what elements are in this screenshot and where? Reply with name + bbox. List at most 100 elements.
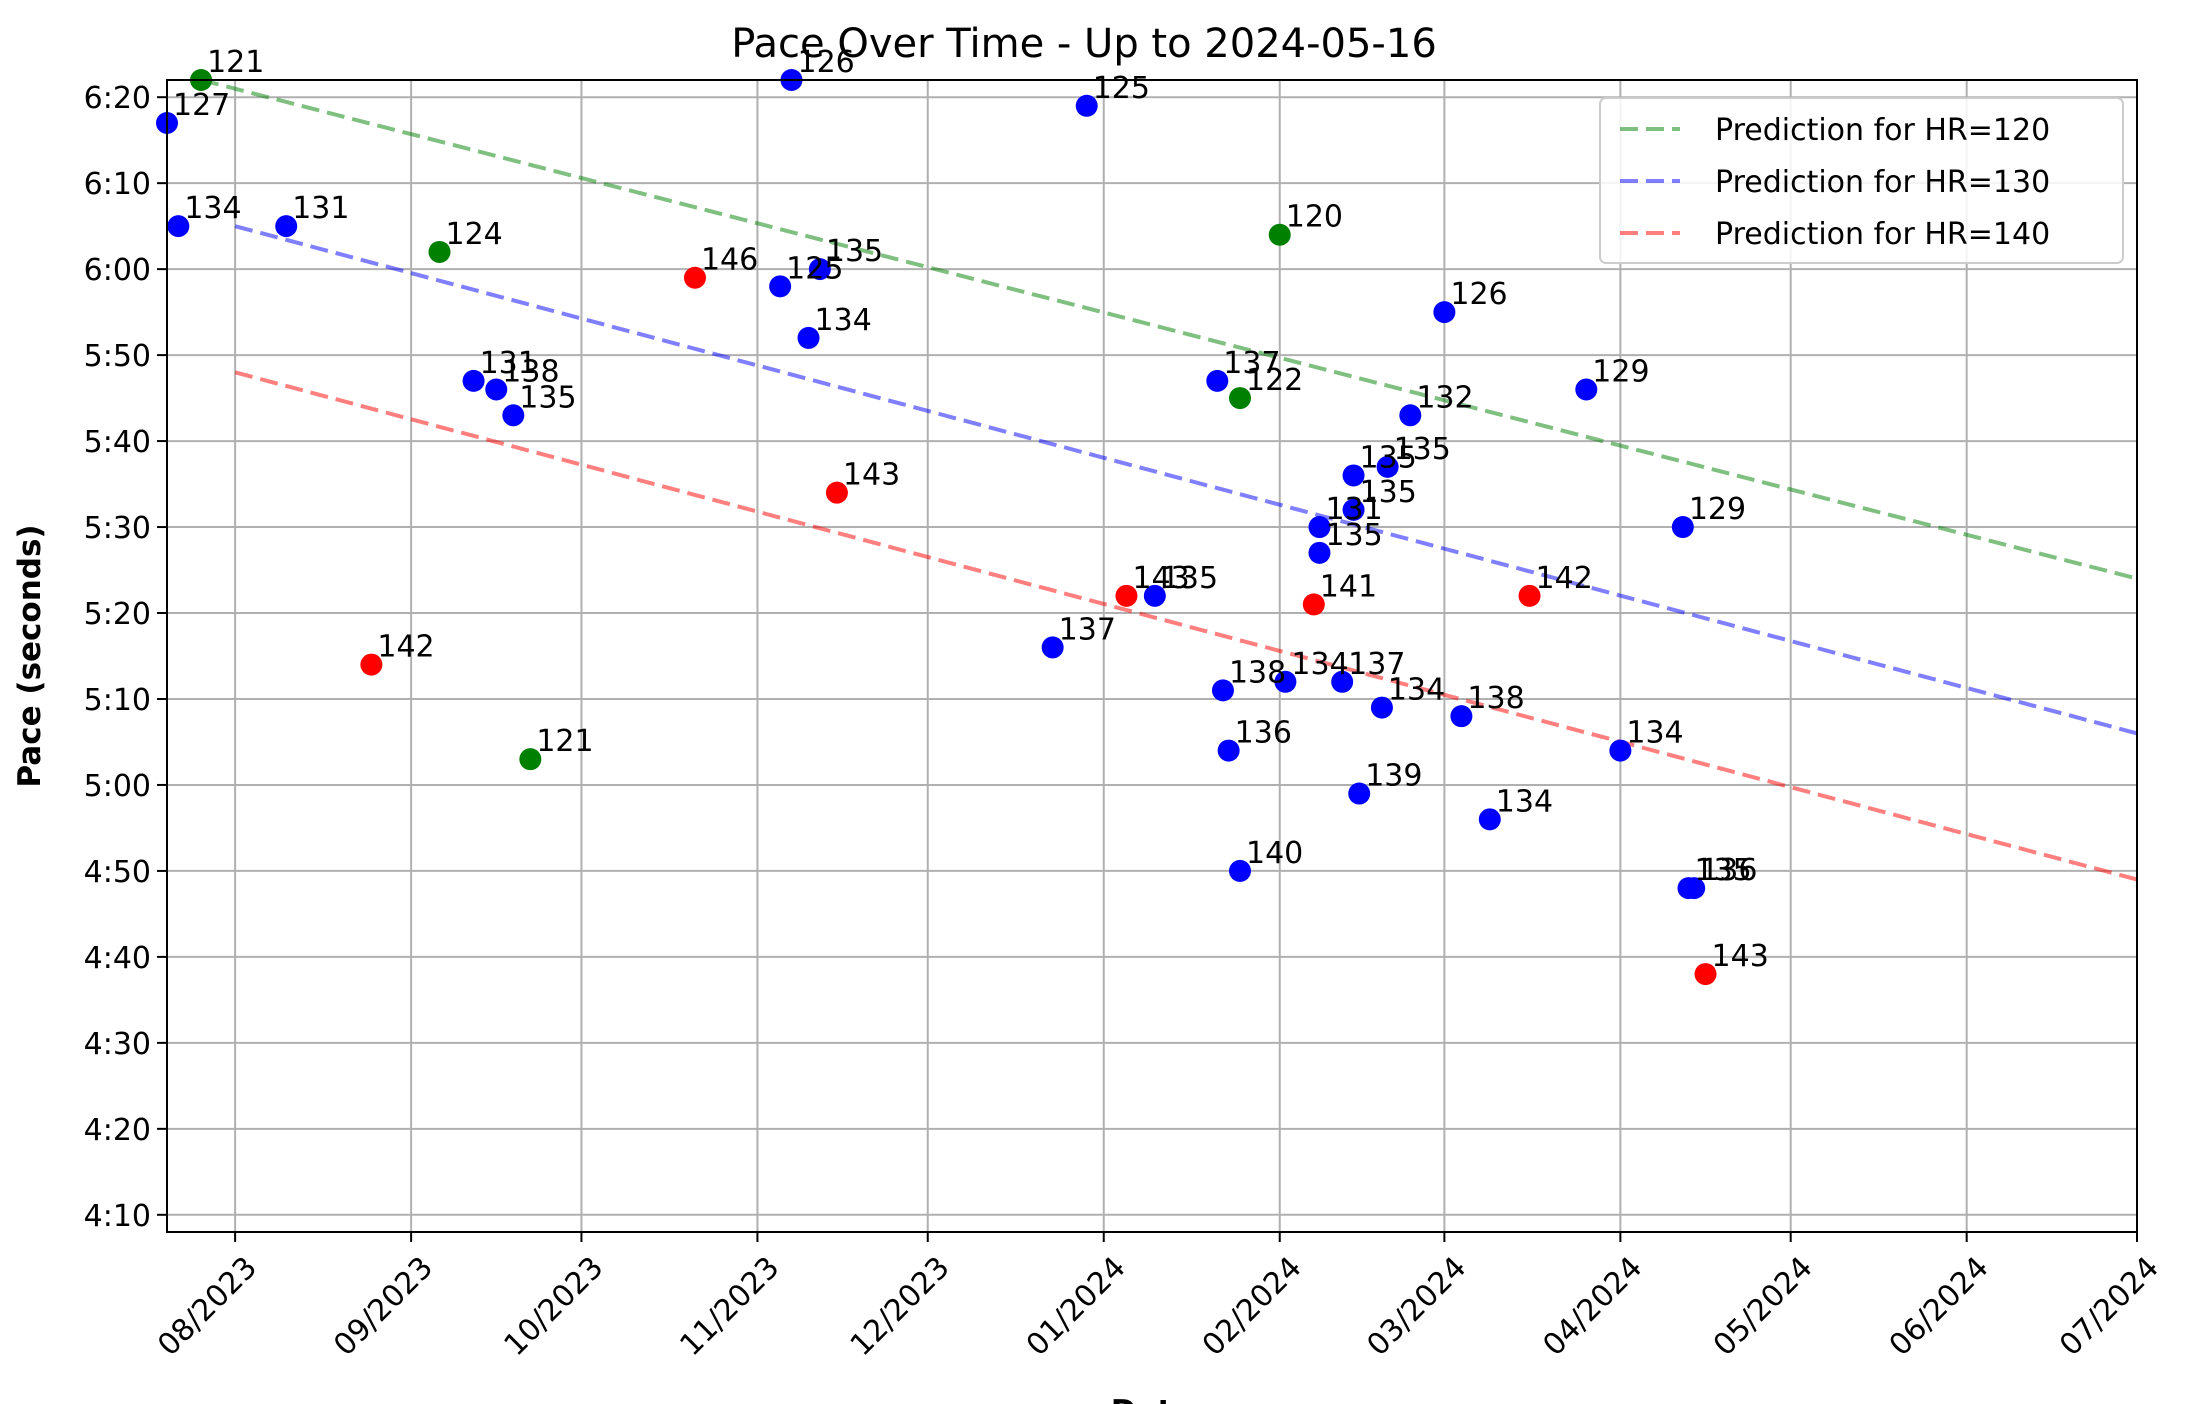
legend-entry: Prediction for HR=130 (1715, 165, 2050, 200)
data-point (167, 215, 190, 238)
y-tick-label: 5:00 (84, 769, 151, 804)
data-point (1376, 455, 1399, 478)
point-label: 132 (1416, 380, 1473, 415)
data-point (360, 653, 383, 676)
point-label: 143 (1132, 561, 1189, 596)
plot-frame (166, 79, 2138, 1233)
point-label: 121 (207, 45, 264, 80)
point-label: 146 (701, 243, 758, 278)
point-label: 131 (1325, 492, 1382, 527)
point-label: 143 (1712, 939, 1769, 974)
point-label: 135 (1694, 853, 1751, 888)
data-point (485, 378, 508, 401)
prediction-line-hr140 (234, 370, 2138, 882)
data-point (1228, 859, 1251, 882)
prediction-line-hr120 (200, 78, 2138, 581)
point-label: 126 (797, 45, 854, 80)
point-label: 134 (1496, 784, 1553, 819)
point-label: 135 (1360, 440, 1417, 475)
data-point (1211, 679, 1234, 702)
y-axis-ticks: 4:10 4:20 4:30 4:40 4:50 5:00 5:10 5:20 5:30 5:40… (84, 81, 167, 1234)
y-tick-label: 4:20 (84, 1113, 151, 1148)
data-point (1478, 808, 1501, 831)
data-point (1433, 301, 1456, 324)
point-label: 125 (786, 251, 843, 286)
data-point (825, 481, 848, 504)
data-point (1609, 739, 1632, 762)
data-point (1342, 498, 1365, 521)
data-point (1342, 464, 1365, 487)
data-point (1694, 963, 1717, 986)
y-tick-label: 4:30 (84, 1027, 151, 1062)
data-point (1115, 584, 1138, 607)
point-label: 138 (502, 354, 559, 389)
point-label: 134 (815, 303, 872, 338)
prediction-lines (200, 78, 2138, 882)
data-point (1671, 516, 1694, 539)
grid-lines (167, 80, 2138, 1232)
point-label: 120 (1286, 200, 1343, 235)
data-point (1683, 877, 1706, 900)
data-point (1450, 705, 1473, 728)
point-label: 136 (1700, 853, 1757, 888)
legend-entry: Prediction for HR=120 (1715, 113, 2050, 148)
data-point (462, 369, 485, 392)
data-point (1041, 636, 1064, 659)
data-point (1143, 584, 1166, 607)
data-point (1370, 696, 1393, 719)
y-tick-label: 4:50 (84, 855, 151, 890)
data-point (1302, 593, 1325, 616)
data-point (502, 404, 525, 427)
data-point (769, 275, 792, 298)
point-label: 135 (1325, 518, 1382, 553)
data-point (1518, 584, 1541, 607)
data-point (1348, 782, 1371, 805)
y-tick-label: 6:20 (84, 81, 151, 116)
point-label: 137 (1223, 346, 1280, 381)
point-label: 129 (1592, 354, 1649, 389)
point-label: 124 (446, 217, 503, 252)
data-point (1228, 387, 1251, 410)
point-label: 135 (1394, 432, 1451, 467)
point-label: 139 (1365, 759, 1422, 794)
data-point (1217, 739, 1240, 762)
data-point (275, 215, 298, 238)
point-label: 129 (1689, 492, 1746, 527)
legend: Prediction for HR=120 Prediction for HR=1… (1599, 97, 2124, 264)
data-point (1575, 378, 1598, 401)
data-point (1331, 670, 1354, 693)
point-label: 135 (1161, 561, 1218, 596)
point-label: 138 (1467, 681, 1524, 716)
point-label: 131 (292, 191, 349, 226)
point-label: 134 (184, 191, 241, 226)
point-label: 141 (1320, 569, 1377, 604)
point-label: 127 (173, 88, 230, 123)
point-label: 134 (1626, 716, 1683, 751)
data-point (1075, 94, 1098, 117)
data-point (797, 326, 820, 349)
y-tick-label: 6:10 (84, 167, 151, 202)
point-label: 138 (1229, 655, 1286, 690)
data-point (1274, 670, 1297, 693)
data-points (156, 69, 1717, 986)
data-point (1308, 541, 1331, 564)
y-tick-label: 4:10 (84, 1199, 151, 1234)
data-point (1206, 369, 1229, 392)
point-label: 140 (1246, 836, 1303, 871)
point-label: 134 (1388, 673, 1445, 708)
prediction-line-hr130 (234, 224, 2138, 736)
point-label: 131 (480, 346, 537, 381)
point-label: 121 (536, 724, 593, 759)
point-label: 137 (1348, 647, 1405, 682)
point-label: 134 (1291, 647, 1348, 682)
point-label: 142 (1536, 561, 1593, 596)
point-label: 135 (1360, 475, 1417, 510)
y-tick-label: 5:20 (84, 597, 151, 632)
y-tick-label: 5:30 (84, 511, 151, 546)
point-label: 136 (1235, 716, 1292, 751)
y-tick-label: 4:40 (84, 941, 151, 976)
data-point (1399, 404, 1422, 427)
chart-title: Pace Over Time - Up to 2024-05-16 (731, 21, 1437, 67)
